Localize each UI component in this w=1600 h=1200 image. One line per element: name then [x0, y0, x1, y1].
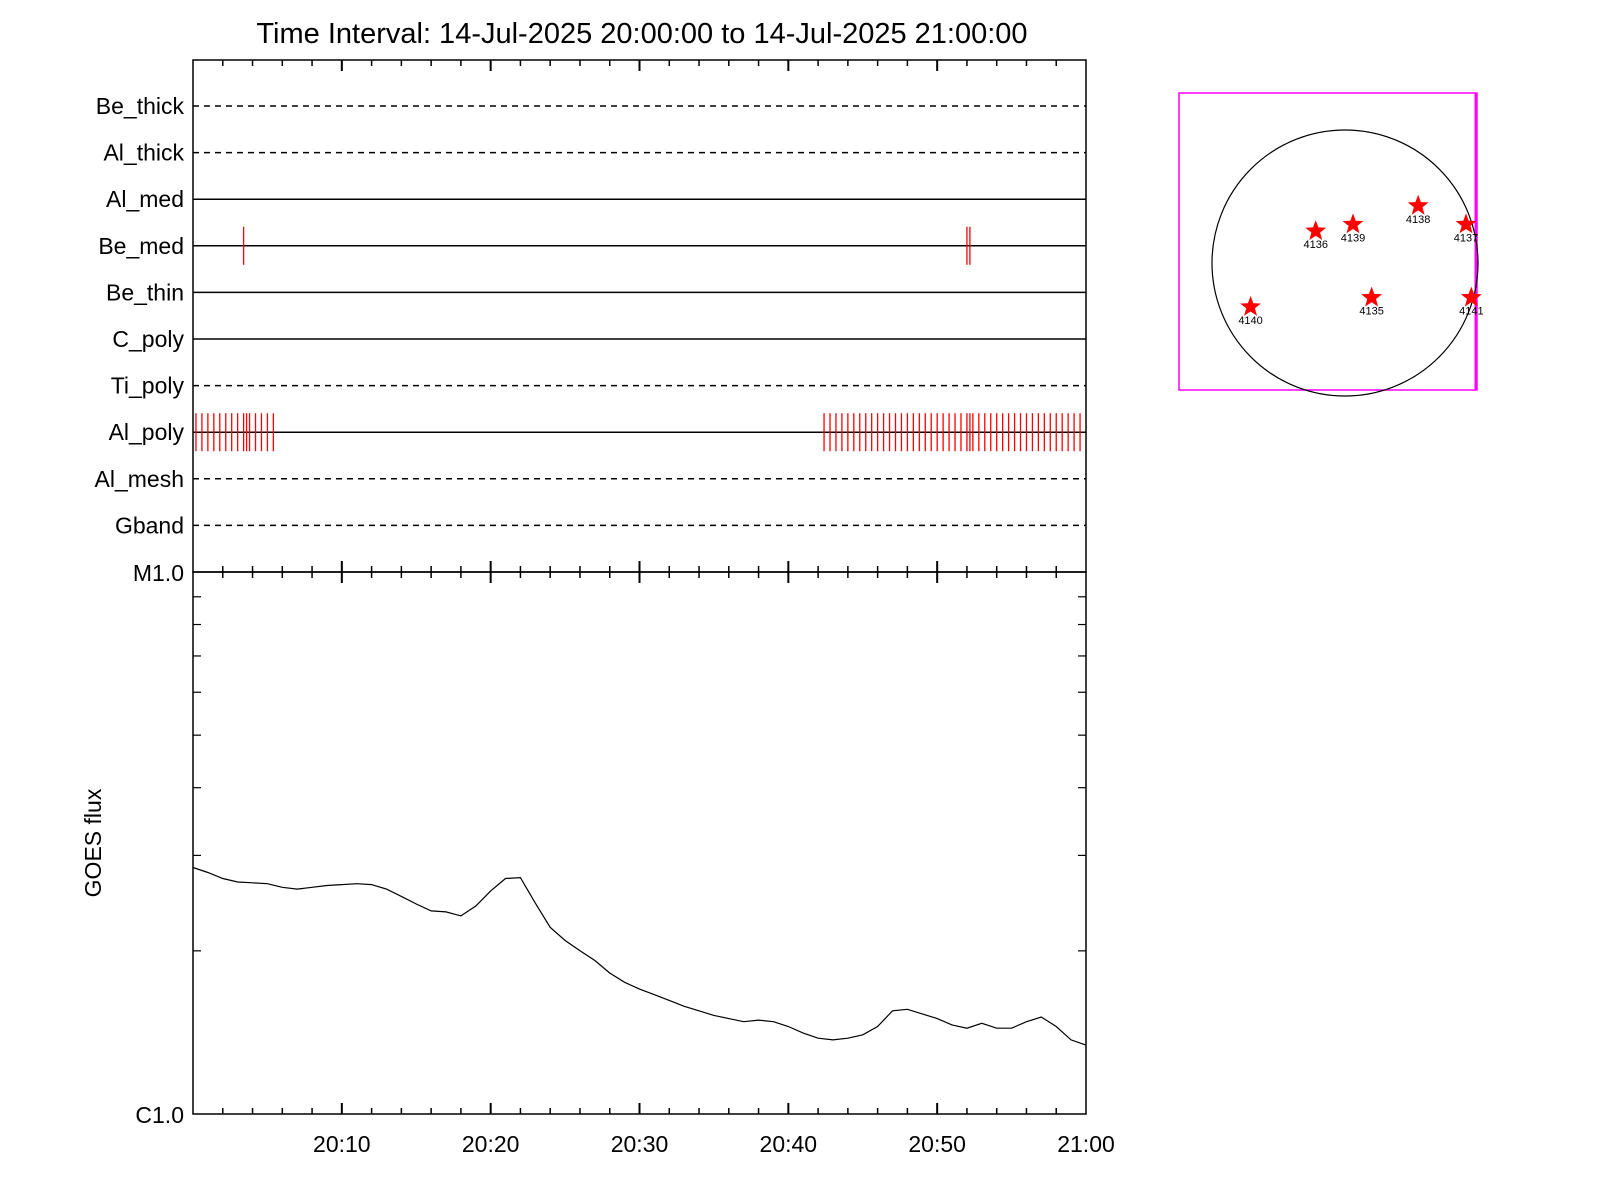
active-region-marker — [1342, 213, 1364, 234]
active-region-label: 4137 — [1454, 232, 1478, 244]
chart-title: Time Interval: 14-Jul-2025 20:00:00 to 1… — [256, 18, 1027, 50]
active-region-label: 4136 — [1303, 239, 1327, 251]
field-of-view-box — [1178, 92, 1478, 391]
active-region-marker — [1460, 286, 1482, 307]
goes-x-tick-label: 21:00 — [1057, 1131, 1115, 1157]
active-region-label: 4140 — [1238, 315, 1262, 327]
goes-y-tick-label: C1.0 — [135, 1102, 184, 1128]
goes-x-tick-label: 20:10 — [313, 1131, 371, 1157]
solar-disk-panel: 4135 4136 4137 4138 4139 4140 4141 — [1178, 92, 1484, 397]
timeline-row-label: Gband — [115, 512, 184, 538]
goes-y-axis-label: GOES flux — [80, 788, 106, 897]
active-region-label: 4141 — [1459, 306, 1483, 318]
active-region-marker — [1361, 286, 1383, 307]
solar-limb — [1211, 129, 1479, 397]
active-region-marker — [1455, 213, 1477, 234]
goes-flux-line — [192, 866, 1087, 1046]
active-region-label: 4139 — [1341, 232, 1365, 244]
timeline-row-label: Be_med — [98, 233, 184, 259]
timeline-row-label: Ti_poly — [111, 373, 185, 399]
goes-x-tick-label: 20:30 — [611, 1131, 669, 1157]
active-region-marker — [1407, 194, 1429, 215]
active-region-label: 4135 — [1359, 306, 1383, 318]
timeline-row-label: Be_thick — [96, 93, 185, 119]
active-region-marker — [1305, 220, 1327, 240]
goes-x-tick-label: 20:50 — [908, 1131, 966, 1157]
timeline-row-label: Be_thin — [106, 279, 184, 305]
goes-flux-panel: 20:10 20:20 20:30 20:40 20:50 21:00 M1.0 C1.0 GO… — [80, 560, 1115, 1157]
goes-frame — [192, 571, 1087, 1115]
active-region-marker — [1240, 295, 1261, 316]
timeline-row-label: Al_med — [106, 186, 184, 212]
goes-x-tick-label: 20:20 — [462, 1131, 520, 1157]
timeline-row-label: Al_poly — [109, 419, 185, 445]
goes-y-tick-label: M1.0 — [133, 560, 184, 586]
detector-timeline-panel: Be_thick Al_thick Al_med Be_med Be_thin C_pol… — [95, 59, 1087, 573]
goes-x-tick-label: 20:40 — [760, 1131, 818, 1157]
active-region-label: 4138 — [1406, 214, 1430, 226]
timeline-row-label: C_poly — [112, 326, 184, 352]
timeline-frame — [192, 59, 1087, 573]
timeline-row-label: Al_mesh — [95, 466, 184, 492]
timeline-row-label: Al_thick — [103, 140, 184, 166]
